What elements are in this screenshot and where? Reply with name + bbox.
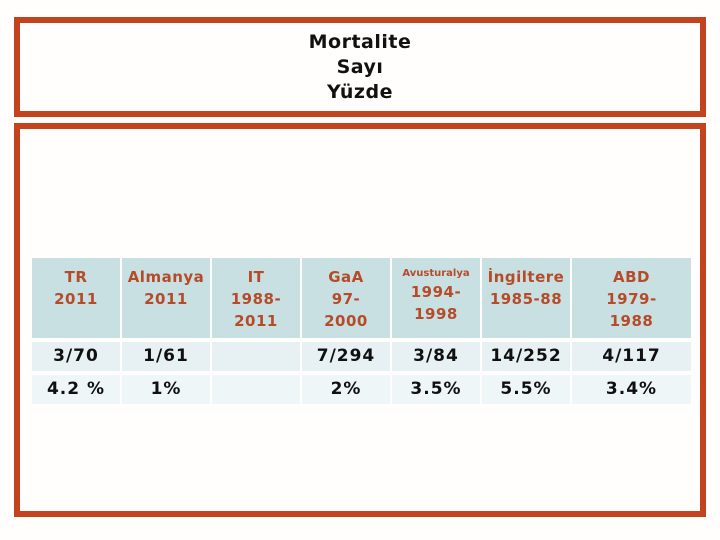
title-line-2: Sayı [336, 56, 384, 78]
table-cell-yuzde-almanya: 1% [122, 375, 210, 404]
table-cell-yuzde-gaa: 2% [302, 375, 390, 404]
title-line-3: Yüzde [327, 81, 393, 103]
header-line: Avusturalya [402, 268, 470, 279]
header-line: IT [247, 268, 265, 286]
table-cell-yuzde-abd: 3.4% [572, 375, 691, 404]
header-line: 1998 [414, 305, 458, 323]
table-cell-yuzde-it [212, 375, 300, 404]
header-line: 1994- [410, 283, 462, 301]
header-line: GaA [328, 268, 364, 286]
title-line-1: Mortalite [308, 31, 412, 53]
header-line: 97- [331, 290, 361, 308]
header-line: 1988 [609, 312, 654, 330]
header-line: 2011 [234, 312, 278, 330]
table-cell-yuzde-avusturalya: 3.5% [392, 375, 480, 404]
header-line: İngiltere [487, 268, 565, 286]
mortality-table: TR 2011 Almanya 2011 IT 1988- 2011 GaA 9… [32, 258, 691, 404]
slide-title: Mortalite Sayı Yüzde [20, 23, 700, 105]
table-cell-sayi-abd: 4/117 [572, 342, 691, 371]
header-cell-it: IT 1988- 2011 [212, 258, 300, 338]
header-line: TR [64, 268, 88, 286]
header-cell-avusturalya: Avusturalya 1994- 1998 [392, 258, 480, 338]
header-line: 1979- [606, 290, 657, 308]
table-cell-yuzde-ingiltere: 5.5% [482, 375, 570, 404]
header-cell-almanya: Almanya 2011 [122, 258, 210, 338]
header-line: Almanya [127, 268, 205, 286]
slide-title-box: Mortalite Sayı Yüzde [14, 17, 706, 117]
header-line: 1985-88 [489, 290, 563, 308]
table-cell-sayi-ingiltere: 14/252 [482, 342, 570, 371]
header-line: 2000 [324, 312, 368, 330]
table-cell-sayi-avusturalya: 3/84 [392, 342, 480, 371]
header-cell-abd: ABD 1979- 1988 [572, 258, 691, 338]
table-cell-yuzde-tr: 4.2 % [32, 375, 120, 404]
header-line: ABD [613, 268, 650, 286]
table-cell-sayi-almanya: 1/61 [122, 342, 210, 371]
header-cell-ingiltere: İngiltere 1985-88 [482, 258, 570, 338]
header-line: 2011 [54, 290, 98, 308]
header-line: 2011 [144, 290, 188, 308]
header-cell-tr: TR 2011 [32, 258, 120, 338]
header-line: 1988- [230, 290, 282, 308]
header-cell-gaa: GaA 97- 2000 [302, 258, 390, 338]
table-cell-sayi-tr: 3/70 [32, 342, 120, 371]
table-cell-sayi-gaa: 7/294 [302, 342, 390, 371]
table-cell-sayi-it [212, 342, 300, 371]
